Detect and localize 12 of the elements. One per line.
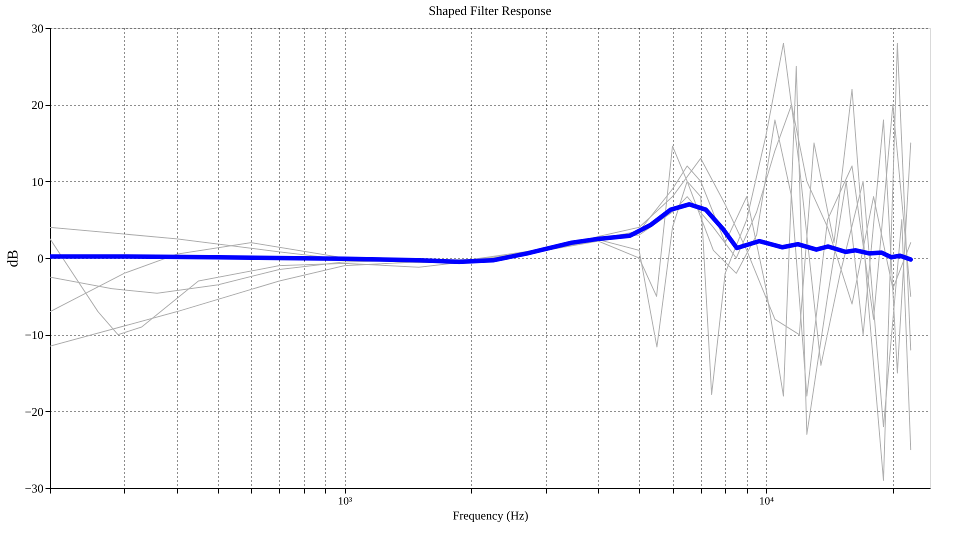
x-tick-label: 10⁴ — [759, 496, 774, 508]
chart-title: Shaped Filter Response — [428, 3, 552, 18]
x-tick-label: 10³ — [338, 496, 353, 508]
y-tick-label: 20 — [32, 98, 44, 112]
y-tick-label: 0 — [38, 252, 44, 266]
y-tick-label: 10 — [32, 174, 44, 189]
y-tick-label: 30 — [32, 22, 44, 36]
y-tick-label: −30 — [24, 482, 44, 496]
y-axis-title: dB — [6, 250, 22, 268]
y-tick-label: −10 — [24, 328, 44, 342]
x-axis-title: Frequency (Hz) — [452, 508, 528, 522]
y-tick-label: −20 — [24, 404, 44, 419]
